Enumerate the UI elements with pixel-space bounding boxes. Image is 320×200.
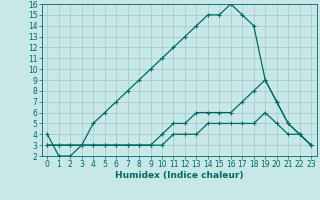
X-axis label: Humidex (Indice chaleur): Humidex (Indice chaleur) — [115, 171, 244, 180]
